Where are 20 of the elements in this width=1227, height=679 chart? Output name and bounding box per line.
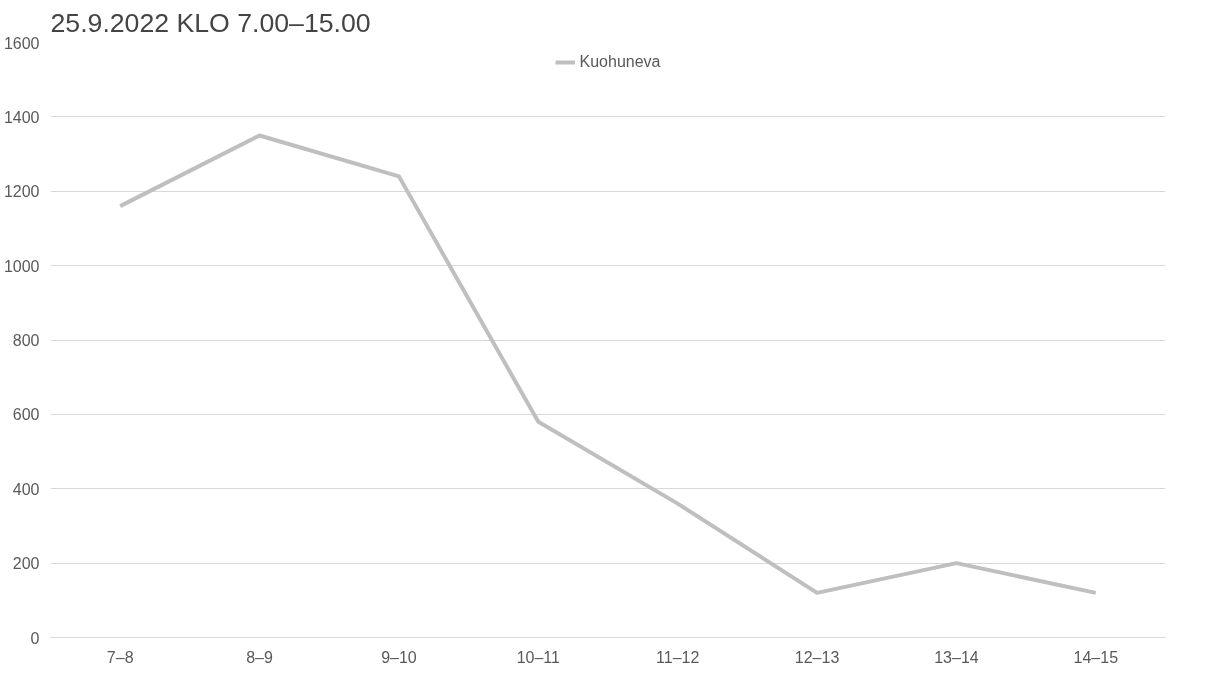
x-tick-label: 11–12 — [656, 648, 700, 666]
x-tick-label: 9–10 — [381, 648, 417, 666]
x-tick-label: 14–15 — [1073, 648, 1119, 666]
x-tick-label: 8–9 — [246, 648, 274, 666]
y-tick-label: 800 — [12, 332, 40, 349]
x-tick-label: 12–13 — [794, 648, 840, 666]
line-series — [118, 133, 1098, 595]
y-tick-label: 1000 — [3, 257, 40, 275]
legend-label: Kuohuneva — [579, 53, 661, 71]
x-tick-label: 7–8 — [106, 648, 134, 666]
y-tick-label: 200 — [12, 555, 40, 573]
chart-title: 25.9.2022 KLO 7.00–15.00 — [50, 7, 371, 38]
x-tick-label: 10–11 — [516, 648, 561, 666]
y-tick-label: 1600 — [3, 34, 40, 52]
x-tick-label: 13–14 — [934, 648, 979, 666]
y-tick-label: 1200 — [3, 183, 40, 201]
y-tick-label: 0 — [30, 629, 40, 647]
y-tick-label: 1400 — [3, 108, 40, 126]
y-tick-label: 600 — [12, 406, 40, 424]
y-tick-label: 400 — [12, 480, 40, 498]
